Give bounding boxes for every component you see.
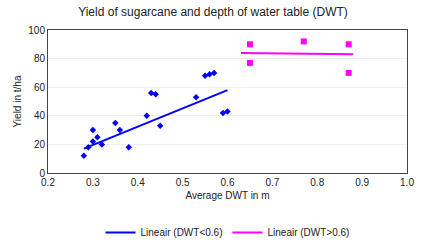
svg-text:100: 100 — [28, 25, 45, 36]
svg-text:Yield of sugarcane and depth o: Yield of sugarcane and depth of water ta… — [78, 5, 348, 19]
svg-text:0: 0 — [39, 168, 45, 179]
svg-text:0.3: 0.3 — [86, 177, 100, 188]
svg-text:Lineair (DWT<0.6): Lineair (DWT<0.6) — [141, 227, 223, 238]
svg-text:0.6: 0.6 — [221, 177, 235, 188]
svg-text:80: 80 — [34, 53, 46, 64]
svg-text:0.8: 0.8 — [310, 177, 324, 188]
svg-text:20: 20 — [34, 139, 46, 150]
svg-text:40: 40 — [34, 110, 46, 121]
svg-text:60: 60 — [34, 82, 46, 93]
svg-text:Yield in t/ha: Yield in t/ha — [12, 75, 23, 127]
svg-text:1.0: 1.0 — [400, 177, 414, 188]
svg-text:0.4: 0.4 — [131, 177, 145, 188]
svg-text:0.2: 0.2 — [41, 177, 55, 188]
svg-text:0.7: 0.7 — [265, 177, 279, 188]
svg-text:Lineair (DWT>0.6): Lineair (DWT>0.6) — [267, 227, 349, 238]
svg-text:Average DWT in m: Average DWT in m — [185, 190, 269, 201]
svg-text:0.9: 0.9 — [355, 177, 369, 188]
svg-text:0.5: 0.5 — [176, 177, 190, 188]
